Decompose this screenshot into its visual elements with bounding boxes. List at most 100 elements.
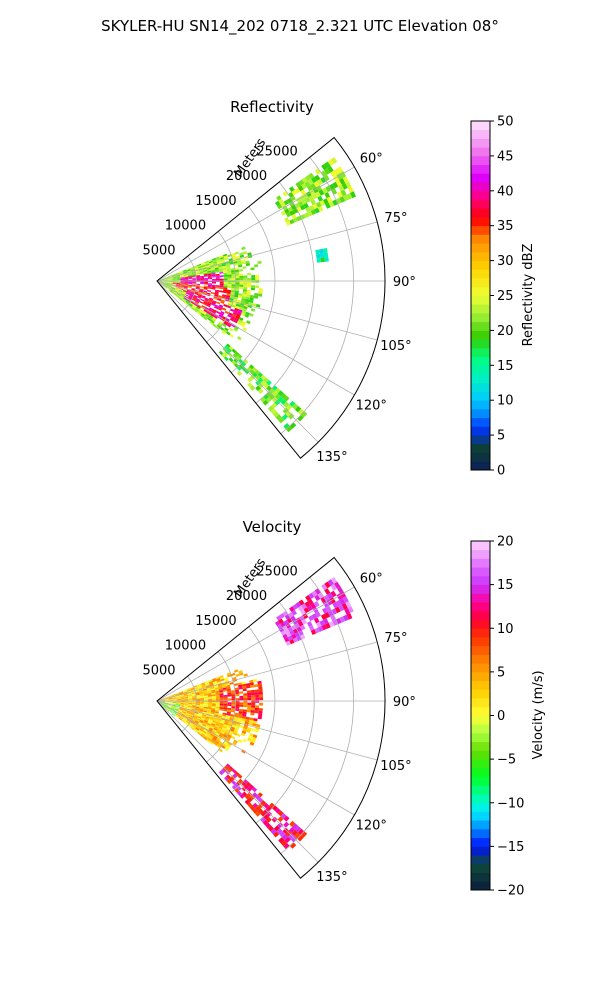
echo-cell: [176, 277, 181, 279]
echo-cell: [198, 267, 203, 270]
echo-cell: [201, 733, 205, 737]
echo-cell: [176, 284, 181, 286]
echo-cell: [333, 168, 340, 176]
echo-cell: [175, 715, 179, 719]
echo-cell: [215, 676, 220, 680]
echo-cell: [226, 323, 232, 328]
echo-cell: [188, 283, 193, 285]
echo-cell: [305, 206, 311, 213]
echo-cell: [322, 187, 328, 194]
echo-cell: [170, 709, 174, 712]
echo-cell: [205, 734, 210, 738]
echo-cell: [212, 323, 217, 328]
echo-cell: [163, 705, 167, 709]
azimuth-spoke: [156, 280, 355, 396]
echo-cell: [243, 693, 248, 696]
echo-cell: [227, 734, 232, 738]
echo-cell: [163, 704, 168, 707]
echo-cell: [176, 282, 181, 284]
echo-cell: [205, 732, 210, 737]
echo-cell: [227, 694, 232, 697]
echo-cell: [308, 592, 315, 599]
colorbar-swatch: [471, 828, 490, 839]
echo-cell: [266, 391, 272, 397]
echo-cell: [183, 273, 188, 275]
echo-cell: [180, 280, 185, 281]
echo-cell: [192, 297, 197, 301]
echo-cell: [187, 289, 191, 292]
echo-cell: [195, 695, 200, 697]
echo-cell: [211, 274, 216, 277]
echo-cell: [164, 281, 169, 283]
echo-cell: [213, 742, 218, 746]
echo-cell: [226, 743, 232, 748]
echo-cell: [199, 694, 204, 697]
echo-cell: [311, 193, 318, 200]
echo-cell: [225, 296, 230, 300]
echo-cell: [204, 680, 209, 684]
echo-cell: [232, 311, 238, 316]
range-ring: [206, 231, 236, 343]
echo-cell: [300, 189, 306, 196]
echo-cell: [246, 366, 252, 372]
echo-cell: [228, 777, 234, 783]
echo-cell: [183, 271, 188, 273]
echo-cell: [207, 707, 212, 710]
echo-cell: [222, 736, 227, 740]
echo-cell: [233, 718, 238, 722]
echo-cell: [206, 712, 211, 715]
echo-cell: [181, 293, 186, 296]
echo-cell: [299, 195, 305, 201]
echo-cell: [203, 709, 208, 712]
echo-cell: [289, 820, 296, 827]
echo-cell: [225, 682, 230, 686]
echo-cell: [191, 691, 196, 694]
echo-cell: [186, 269, 191, 272]
echo-cell: [318, 206, 324, 212]
echo-cell: [232, 256, 237, 260]
colorbar-swatch: [471, 820, 490, 830]
echo-cell: [212, 681, 218, 684]
echo-cell: [239, 724, 244, 729]
echo-cell: [231, 690, 236, 693]
echo-cell: [210, 713, 215, 716]
azimuth-spoke: [156, 280, 378, 341]
echo-cell: [292, 823, 299, 830]
echo-cell: [235, 702, 240, 705]
echo-cell: [223, 741, 228, 746]
echo-cell: [236, 719, 242, 723]
echo-cell: [167, 286, 172, 289]
echo-cell: [283, 815, 290, 822]
echo-cell: [189, 723, 193, 727]
colorbar-swatch: [471, 225, 490, 235]
echo-cell: [166, 707, 171, 710]
echo-cell: [168, 275, 172, 278]
echo-cell: [178, 297, 183, 301]
echo-cell: [185, 714, 190, 717]
echo-cell: [215, 708, 220, 711]
echo-cell: [164, 699, 169, 700]
echo-cell: [320, 176, 327, 184]
echo-cell: [280, 630, 286, 636]
figure-suptitle: SKYLER-HU SN14_202 0718_2.321 UTC Elevat…: [101, 17, 499, 36]
echo-cell: [164, 283, 169, 286]
echo-cell: [188, 275, 192, 277]
echo-cell: [291, 189, 297, 196]
echo-cell: [176, 702, 181, 704]
echo-cell: [211, 275, 216, 278]
echo-cell: [214, 292, 219, 296]
echo-cell: [339, 598, 346, 605]
echo-cell: [181, 712, 186, 715]
echo-cell: [278, 837, 285, 844]
echo-cell: [249, 374, 256, 380]
echo-cell: [319, 248, 324, 254]
echo-cell: [232, 722, 237, 726]
echo-cell: [280, 621, 286, 628]
echo-cell: [192, 296, 197, 300]
echo-cell: [160, 283, 164, 286]
sector-frame: [156, 136, 386, 459]
echo-cell: [335, 600, 342, 607]
echo-cell: [200, 727, 205, 731]
echo-cell: [325, 622, 331, 629]
echo-cell: [180, 295, 184, 298]
